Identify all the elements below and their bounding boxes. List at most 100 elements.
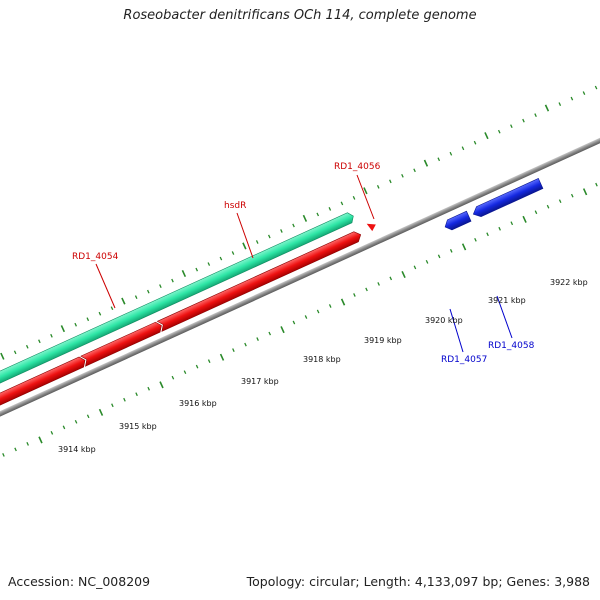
inner-tick: [353, 293, 356, 297]
scale-label-3918: 3918 kbp: [303, 355, 341, 364]
inner-tick: [50, 430, 54, 435]
blue-gene-rd1-4058: [472, 178, 544, 217]
inner-tick: [425, 260, 429, 264]
inner-tick: [207, 359, 211, 364]
scale-label-3915: 3915 kbp: [119, 422, 157, 431]
outer-tick: [449, 151, 453, 156]
outer-tick: [121, 297, 126, 305]
inner-tick: [304, 315, 308, 319]
outer-tick: [219, 256, 223, 261]
outer-tick: [401, 173, 404, 178]
outer-tick: [255, 240, 259, 244]
inner-tick: [292, 320, 296, 325]
inner-tick: [474, 237, 477, 242]
outer-tick: [280, 229, 283, 233]
scale-label-3921: 3921 kbp: [488, 296, 526, 305]
inner-tick: [449, 248, 453, 253]
outer-tick: [146, 289, 150, 294]
inner-tick: [38, 436, 43, 444]
forward-gene-band: [0, 212, 354, 406]
outer-tick: [50, 333, 53, 338]
inner-tick: [437, 254, 441, 259]
outer-tick: [352, 196, 356, 200]
outer-tick: [340, 201, 344, 206]
gene-label-rd1-4056[interactable]: RD1_4056: [334, 162, 381, 172]
outer-tick: [302, 214, 308, 222]
outer-tick: [316, 212, 320, 217]
genome-backbone: [0, 113, 600, 433]
inner-tick: [111, 403, 114, 408]
gene-label-rd1-4058[interactable]: RD1_4058: [488, 341, 535, 351]
reverse-gene-hsdr: [156, 231, 362, 332]
accession-text: Accession: NC_008209: [8, 574, 151, 589]
outer-tick: [534, 113, 537, 118]
outer-tick: [376, 184, 380, 189]
outer-tick: [159, 284, 162, 288]
gene-label-hsdr[interactable]: hsdR: [224, 201, 246, 211]
inner-tick: [26, 442, 29, 446]
inner-tick: [98, 408, 104, 416]
inner-tick: [219, 353, 225, 361]
inner-tick: [534, 210, 538, 215]
outer-tick: [423, 159, 429, 167]
inner-tick: [461, 243, 467, 251]
outer-tick: [389, 179, 392, 184]
outer-tick: [25, 344, 29, 349]
outer-tick: [328, 207, 332, 211]
reverse-gene-rd1-4056: [366, 223, 376, 232]
outer-tick: [582, 91, 586, 95]
inner-tick: [159, 381, 164, 389]
outer-tick: [473, 140, 477, 145]
scale-label-3914: 3914 kbp: [58, 445, 96, 454]
inner-tick: [498, 226, 501, 231]
outer-tick: [558, 102, 562, 106]
inner-tick: [582, 188, 588, 196]
inner-tick: [595, 182, 598, 187]
outer-tick-track: [0, 85, 598, 360]
inner-tick: [413, 265, 417, 270]
inner-tick: [377, 282, 380, 286]
callout-rd1-4054: [95, 263, 116, 309]
outer-tick: [181, 269, 187, 278]
callout-rd1-4056: [356, 174, 375, 220]
outer-tick: [242, 242, 247, 250]
genome-summary-text: Topology: circular; Length: 4,133,097 bp…: [246, 574, 590, 589]
inner-tick: [62, 425, 66, 430]
outer-tick: [497, 129, 501, 134]
inner-tick: [14, 447, 17, 452]
gene-label-rd1-4057[interactable]: RD1_4057: [441, 355, 487, 365]
inner-tick: [2, 453, 5, 457]
outer-tick: [207, 262, 211, 266]
scale-label-3919: 3919 kbp: [364, 336, 402, 345]
inner-tick: [365, 287, 368, 292]
outer-tick: [60, 325, 66, 333]
outer-tick: [522, 118, 525, 123]
callout-hsdr: [236, 212, 254, 259]
map-title: Roseobacter denitrificans OCh 114, compl…: [123, 8, 477, 23]
outer-tick: [134, 295, 138, 300]
scale-label-3917: 3917 kbp: [241, 377, 279, 386]
outer-tick: [74, 322, 78, 327]
inner-tick: [546, 204, 550, 209]
inner-tick: [280, 326, 285, 334]
outer-tick: [0, 352, 5, 360]
inner-tick: [558, 199, 562, 204]
inner-tick: [171, 375, 175, 380]
outer-tick: [86, 317, 90, 322]
outer-tick: [98, 311, 102, 316]
scale-label-3916: 3916 kbp: [179, 399, 217, 408]
gene-label-rd1-4054[interactable]: RD1_4054: [72, 252, 119, 262]
inner-tick: [244, 342, 247, 347]
outer-tick: [484, 132, 489, 140]
inner-tick: [147, 386, 151, 391]
inner-tick-track: [2, 182, 598, 457]
outer-tick: [544, 104, 550, 112]
inner-tick: [135, 392, 138, 397]
inner-tick: [340, 298, 346, 306]
inner-tick: [195, 364, 199, 369]
outer-tick: [38, 339, 41, 344]
inner-tick: [510, 221, 514, 226]
inner-tick: [389, 276, 393, 281]
outer-tick: [231, 251, 235, 255]
